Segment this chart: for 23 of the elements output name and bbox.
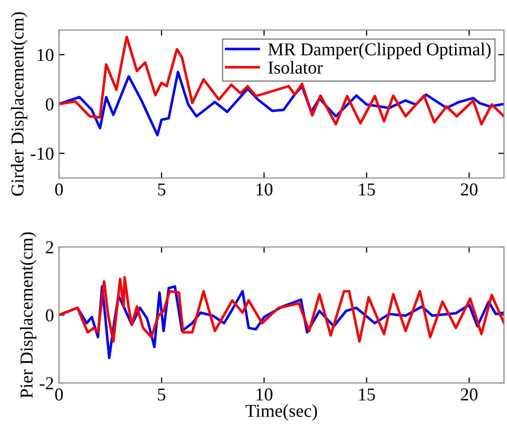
legend-label: MR Damper(Clipped Optimal) <box>268 42 491 60</box>
y-axis-title: Girder Displacement(cm) <box>10 12 28 196</box>
x-tick-label: 20 <box>460 388 478 401</box>
x-tick-label: 15 <box>359 388 375 401</box>
x-tick-label: 10 <box>256 388 272 401</box>
x-tick-label: 0 <box>55 388 63 401</box>
x-tick-label: 5 <box>158 388 166 401</box>
x-tick-label: 20 <box>460 183 478 196</box>
x-axis-title: Time(sec) <box>246 404 317 421</box>
legend-label: Isolator <box>268 61 323 74</box>
y-tick-label: -2 <box>40 377 54 390</box>
y-tick-label: 10 <box>38 48 54 62</box>
y-tick-label: -10 <box>30 148 54 160</box>
x-tick-label: 5 <box>158 184 166 196</box>
x-tick-label: 10 <box>256 183 272 196</box>
x-tick-label: 15 <box>359 183 375 196</box>
line-series <box>59 276 504 343</box>
y-tick-label: 0 <box>46 309 54 322</box>
y-tick-label: 2 <box>46 241 54 254</box>
y-axis-title: Pier Displacement(cm) <box>20 232 36 398</box>
x-tick-label: 0 <box>55 183 63 196</box>
y-tick-label: 0 <box>46 98 54 110</box>
line-series <box>59 36 504 126</box>
